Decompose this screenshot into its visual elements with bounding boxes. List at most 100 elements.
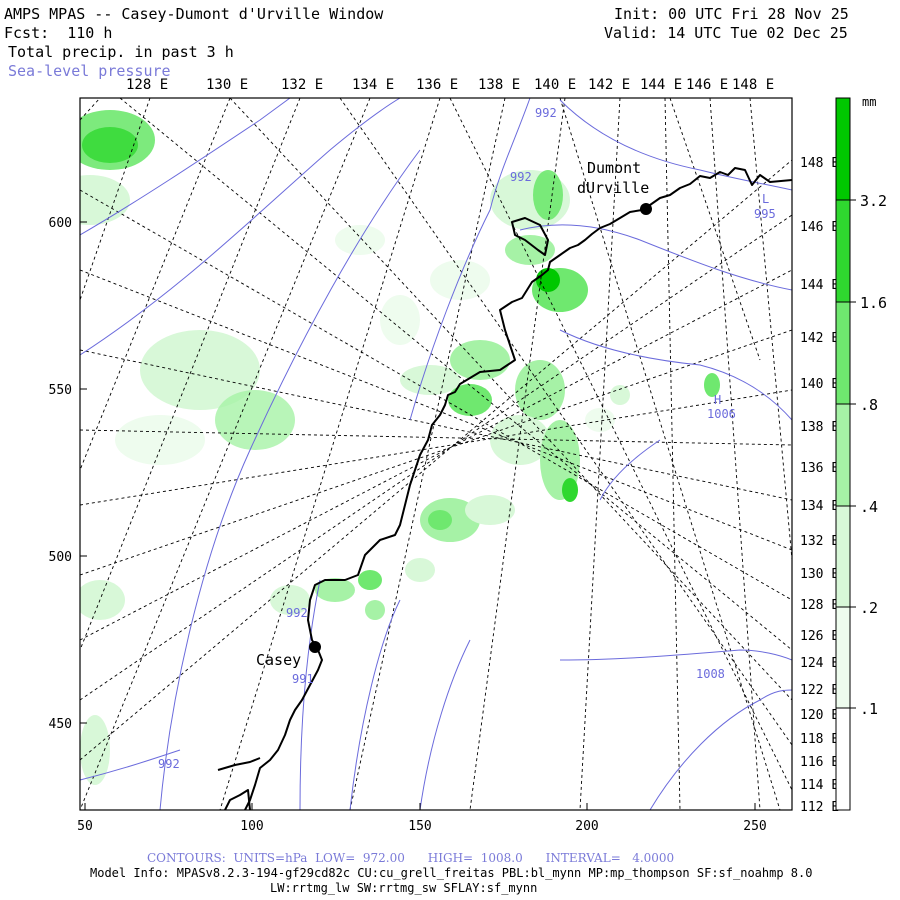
x-tick-label: 50 xyxy=(77,819,93,834)
isobar-label: 991 xyxy=(292,672,314,686)
precip-patch xyxy=(215,390,295,450)
casey-label: Casey xyxy=(256,651,301,669)
colorbar-swatch xyxy=(836,607,850,708)
precip-patch xyxy=(115,415,205,465)
isobar xyxy=(559,99,792,191)
precip-patch xyxy=(505,235,555,265)
parallel-line xyxy=(80,189,792,601)
lon-label: 144 E xyxy=(800,278,839,293)
x-tick-marks xyxy=(84,803,756,810)
lon-label: 118 E xyxy=(800,732,839,747)
meridian-line xyxy=(664,98,681,810)
parallel-line xyxy=(449,98,792,791)
meridian-line xyxy=(80,98,371,810)
precip-patch xyxy=(400,365,460,395)
isobar xyxy=(559,649,792,661)
parallel-line xyxy=(119,98,792,651)
lon-label: 130 E xyxy=(206,77,248,93)
x-tick-label: 250 xyxy=(743,819,766,834)
isobar xyxy=(599,439,661,501)
lon-label: 146 E xyxy=(686,77,728,93)
parallel-line xyxy=(559,98,781,810)
x-tick-labels: 50 100 150 200 250 xyxy=(77,819,767,834)
coastline-path xyxy=(244,167,792,810)
casey-station-marker[interactable] xyxy=(309,641,321,653)
colorbar-label: .2 xyxy=(860,599,878,617)
x-tick-label: 100 xyxy=(240,819,263,834)
precip-patch xyxy=(533,170,563,220)
precip-patch xyxy=(610,385,630,405)
y-tick-label: 450 xyxy=(49,717,72,732)
coastline-path xyxy=(217,757,261,771)
precip-patch xyxy=(450,340,510,380)
colorbar-label: 3.2 xyxy=(860,192,887,210)
precip-patch xyxy=(80,580,125,620)
colorbar-label: .4 xyxy=(860,498,878,516)
lon-label: 128 E xyxy=(126,77,168,93)
isobar xyxy=(159,149,421,810)
colorbar-swatch xyxy=(836,302,850,404)
isobar xyxy=(409,98,531,421)
precip-patch xyxy=(315,578,355,602)
lon-label: 142 E xyxy=(800,331,839,346)
precip-patch xyxy=(80,715,110,785)
precip-patch xyxy=(405,558,435,582)
precip-patch xyxy=(365,600,385,620)
lon-label: 148 E xyxy=(732,77,774,93)
meridian-line xyxy=(579,98,621,810)
isobar-label: 992 xyxy=(510,170,532,184)
dumont-label-line1: Dumont xyxy=(587,159,641,177)
x-tick-label: 150 xyxy=(408,819,431,834)
dumont-label-line2: dUrville xyxy=(577,179,649,197)
isobar xyxy=(299,579,321,810)
lon-label: 132 E xyxy=(281,77,323,93)
top-longitude-labels: 128 E 130 E 132 E 134 E 136 E 138 E 140 … xyxy=(126,77,774,93)
dumont-station-marker[interactable] xyxy=(640,203,652,215)
lon-label: 142 E xyxy=(588,77,630,93)
lon-label: 120 E xyxy=(800,708,839,723)
lon-label: 148 E xyxy=(800,156,839,171)
precip-patch xyxy=(585,408,615,432)
colorbar-swatch xyxy=(836,404,850,506)
lon-label: 138 E xyxy=(478,77,520,93)
lon-label: 112 E xyxy=(800,800,839,815)
y-tick-label: 550 xyxy=(49,383,72,398)
colorbar-label: .1 xyxy=(860,700,878,718)
precip-patch xyxy=(448,384,492,416)
parallel-line xyxy=(80,159,792,761)
meridian-lines xyxy=(80,98,792,810)
model-info: Model Info: MPASv8.2.3-194-gf29cd82c CU:… xyxy=(90,866,813,880)
field-name: Total precip. in past 3 h xyxy=(8,43,234,61)
colorbar-label: .8 xyxy=(860,396,878,414)
lon-label: 126 E xyxy=(800,629,839,644)
lon-label: 134 E xyxy=(800,499,839,514)
contours-info: CONTOURS: UNITS=hPa LOW= 972.00 HIGH= 10… xyxy=(147,851,675,865)
lon-label: 128 E xyxy=(800,598,839,613)
coastline xyxy=(217,167,792,810)
forecast-hour: Fcst: 110 h xyxy=(4,24,113,42)
lon-label: 136 E xyxy=(416,77,458,93)
lon-label: 140 E xyxy=(534,77,576,93)
isobar-label: 992 xyxy=(535,106,557,120)
coastline-island xyxy=(511,217,549,256)
parallel-line xyxy=(669,98,761,361)
isobar xyxy=(349,599,401,810)
isobar-labels: 992 992 995 H 1006 992 991 1008 992 L xyxy=(158,106,776,771)
isobar-label: 995 xyxy=(754,207,776,221)
isobar-label: 1008 xyxy=(696,667,725,681)
parallel-line xyxy=(80,269,792,641)
parallel-line xyxy=(80,269,792,551)
lon-label: 122 E xyxy=(800,683,839,698)
lon-label: 136 E xyxy=(800,461,839,476)
lon-label: 140 E xyxy=(800,377,839,392)
colorbar-label: 1.6 xyxy=(860,294,887,312)
precip-patch xyxy=(430,260,490,300)
y-tick-label: 600 xyxy=(49,216,72,231)
high-marker: H xyxy=(714,393,721,407)
parallel-line xyxy=(80,98,101,121)
parallel-lines xyxy=(80,98,792,810)
x-tick-label: 200 xyxy=(575,819,598,834)
isobar xyxy=(649,689,792,810)
isobar xyxy=(80,98,401,356)
